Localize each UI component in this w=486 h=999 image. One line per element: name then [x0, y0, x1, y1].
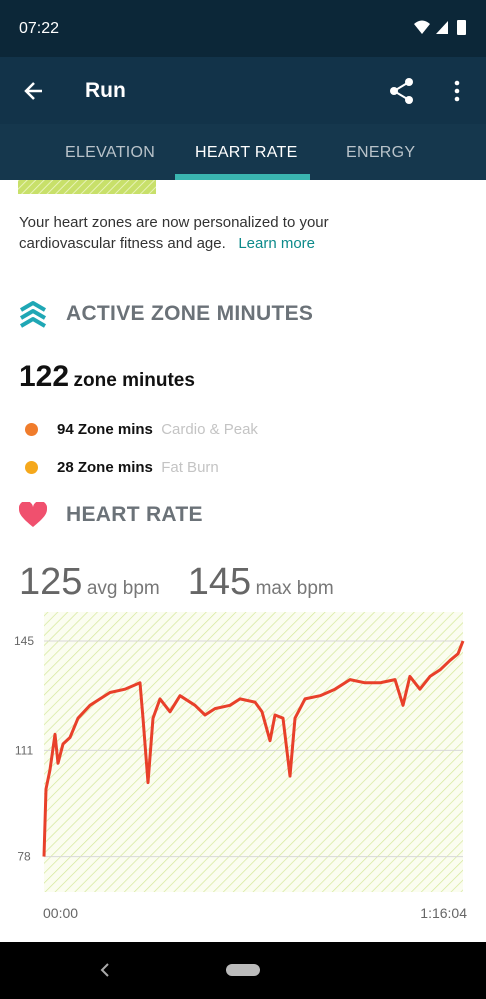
heart-icon [19, 502, 47, 527]
heart-rate-line [42, 640, 465, 857]
hr-summary: 125 avg bpm 145 max bpm [19, 561, 334, 604]
zone-dot [25, 461, 38, 474]
notice-line: Your heart zones are now personalized to… [19, 214, 329, 231]
x-tick-label: 1:16:04 [420, 905, 467, 921]
zone-dot [25, 423, 38, 436]
y-tick-label: 111 [15, 743, 34, 757]
total-value: 122 [19, 360, 70, 393]
avg-unit: avg bpm [86, 578, 160, 599]
zone-unit: Zone mins [77, 459, 153, 476]
max-unit: max bpm [255, 578, 334, 599]
y-tick-label: 78 [17, 850, 31, 864]
nav-bar [0, 942, 486, 999]
plot-background [44, 612, 463, 892]
time: 07:22 [19, 20, 60, 37]
status-bar: 07:22 [0, 0, 486, 57]
tab-indicator [175, 174, 310, 180]
notice-line: cardiovascular fitness and age. Learn mo… [19, 235, 315, 252]
tab[interactable]: ENERGY [346, 144, 416, 161]
total-unit: zone minutes [73, 370, 195, 391]
notice-text: cardiovascular fitness and age. [19, 235, 226, 252]
nav-home[interactable] [226, 964, 260, 976]
menu-button[interactable] [450, 79, 464, 103]
title: Run [85, 79, 126, 102]
back-button[interactable] [22, 79, 46, 103]
tab[interactable]: HEART RATE [195, 144, 298, 161]
azm-icon [19, 301, 47, 328]
tab[interactable]: ELEVATION [65, 144, 156, 161]
status-icons [414, 20, 466, 35]
zone-row: 28 Zone mins Fat Burn [25, 459, 219, 476]
learn-more-link[interactable]: Learn more [238, 235, 316, 252]
section-heading: ACTIVE ZONE MINUTES [66, 302, 314, 325]
section-heading: HEART RATE [66, 503, 203, 526]
max-value: 145 [187, 561, 252, 603]
zone-row: 94 Zone mins Cardio & Peak [25, 421, 258, 438]
zone-name: Fat Burn [161, 459, 219, 476]
heart-rate-chart: 78 111 145 00:00 1:16:04 [14, 612, 467, 921]
share-button[interactable] [388, 77, 416, 105]
y-tick-label: 145 [14, 634, 34, 648]
nav-back[interactable] [98, 962, 112, 978]
zone-name: Cardio & Peak [161, 421, 258, 438]
x-tick-label: 00:00 [43, 905, 78, 921]
zone-unit: Zone mins [77, 421, 153, 438]
zone-minutes: 28 [57, 459, 74, 476]
toolbar: Run [0, 57, 486, 124]
azm-total: 122 zone minutes [19, 360, 195, 394]
zone-minutes: 94 [57, 421, 74, 438]
tab-bar: ELEVATION HEART RATE ENERGY [0, 124, 486, 180]
avg-value: 125 [19, 561, 83, 603]
zone-bar [18, 180, 156, 194]
